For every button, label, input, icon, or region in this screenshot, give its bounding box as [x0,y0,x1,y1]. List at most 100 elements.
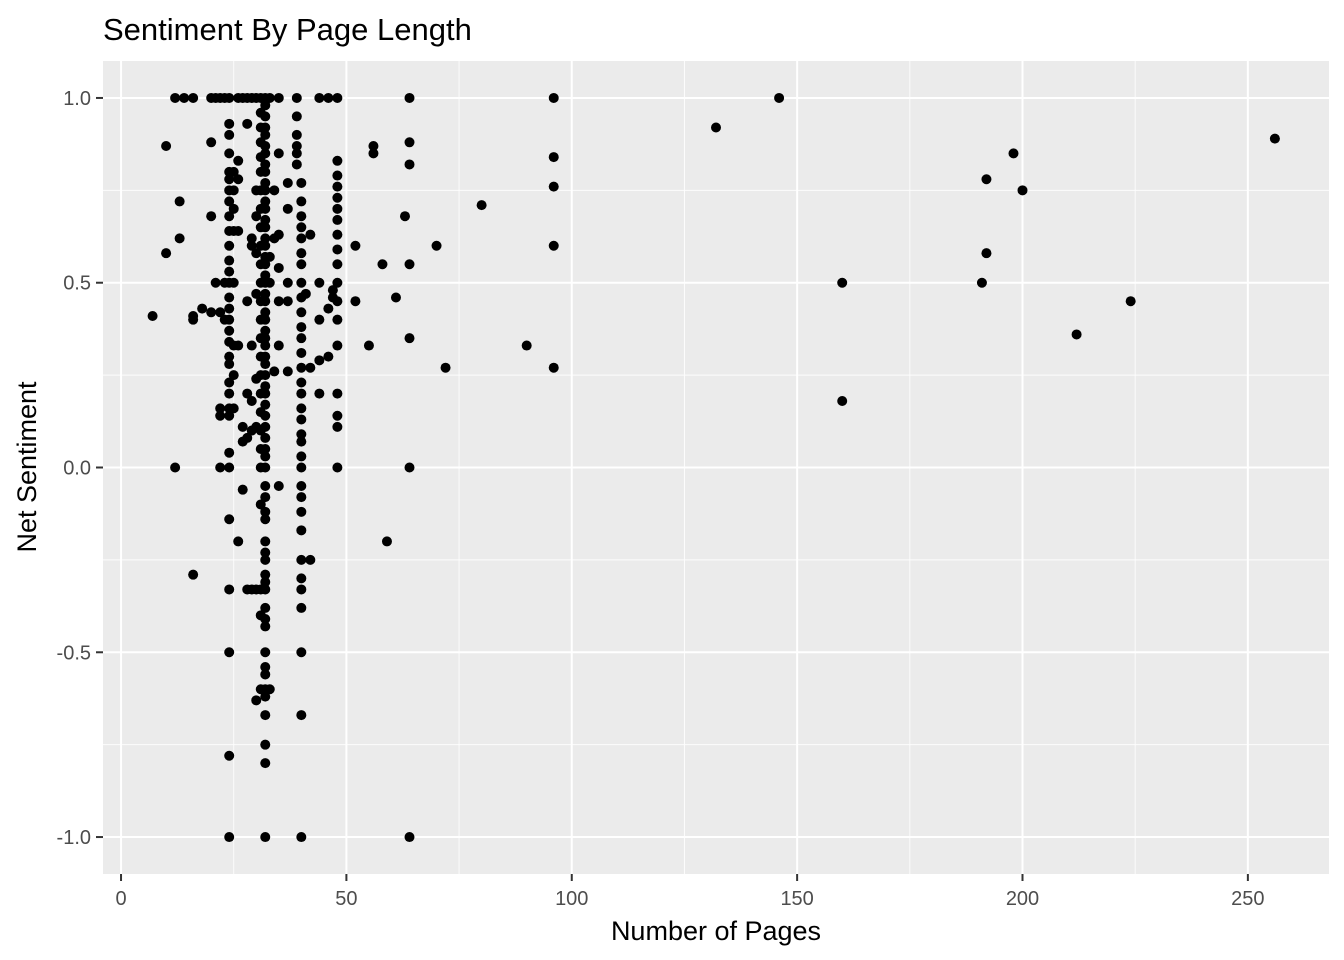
data-point [296,554,307,565]
data-point [273,262,284,273]
data-point [255,499,266,510]
data-point [431,240,442,251]
data-point [260,203,271,214]
data-point [224,584,235,595]
data-point [296,602,307,613]
data-point [224,174,235,185]
data-point [224,410,235,421]
data-point [296,451,307,462]
data-point [260,129,271,140]
x-axis-title: Number of Pages [611,916,821,946]
data-point [404,259,415,270]
data-point [332,296,343,307]
data-point [251,288,262,299]
data-point [1269,133,1280,144]
data-point [260,359,271,370]
data-point [260,233,271,244]
data-point [305,362,316,373]
data-point [260,536,271,547]
data-point [260,451,271,462]
data-point [246,340,257,351]
data-point [291,129,302,140]
data-point [260,410,271,421]
data-point [296,710,307,721]
data-point [224,514,235,525]
data-point [210,277,221,288]
y-tick-label: -1.0 [57,827,91,849]
data-point [314,92,325,103]
data-point [188,569,199,580]
data-point [296,277,307,288]
data-point [224,303,235,314]
data-point [296,362,307,373]
data-point [548,362,559,373]
data-point [296,322,307,333]
data-point [224,211,235,222]
data-point [350,296,361,307]
data-point [332,314,343,325]
data-point [246,395,257,406]
data-point [260,259,271,270]
data-point [390,292,401,303]
data-point [273,229,284,240]
data-point [273,340,284,351]
data-point [228,203,239,214]
data-point [260,314,271,325]
data-point [476,200,487,211]
data-point [251,248,262,259]
data-point [260,492,271,503]
data-point [1125,296,1136,307]
data-point [228,185,239,196]
data-point [282,177,293,188]
data-point [282,277,293,288]
data-point [233,340,244,351]
data-point [368,148,379,159]
data-point [548,152,559,163]
data-point [521,340,532,351]
data-point [291,148,302,159]
data-point [260,554,271,565]
data-point [548,92,559,103]
x-tick-label: 200 [1006,888,1039,910]
data-point [251,211,262,222]
data-point [368,140,379,151]
data-point [296,525,307,536]
data-point [305,554,316,565]
data-point [404,92,415,103]
data-point [224,447,235,458]
data-point [323,92,334,103]
x-tick-label: 50 [335,888,357,910]
data-point [260,140,271,151]
data-point [264,251,275,262]
data-point [981,248,992,259]
data-point [350,240,361,251]
data-point [224,118,235,129]
data-point [260,381,271,392]
data-point [332,244,343,255]
data-point [237,421,248,432]
data-point [296,233,307,244]
data-point [224,351,235,362]
data-point [332,462,343,473]
data-point [332,192,343,203]
data-point [332,421,343,432]
data-point [291,111,302,122]
data-point [260,166,271,177]
data-point [161,140,172,151]
data-point [296,506,307,517]
data-point [224,314,235,325]
data-point [296,647,307,658]
data-point [260,758,271,769]
data-point [323,303,334,314]
data-point [296,333,307,344]
data-point [260,614,271,625]
data-point [260,832,271,843]
data-point [296,307,307,318]
data-point [215,462,226,473]
data-point [260,710,271,721]
data-point [224,148,235,159]
data-point [224,325,235,336]
data-point [296,436,307,447]
